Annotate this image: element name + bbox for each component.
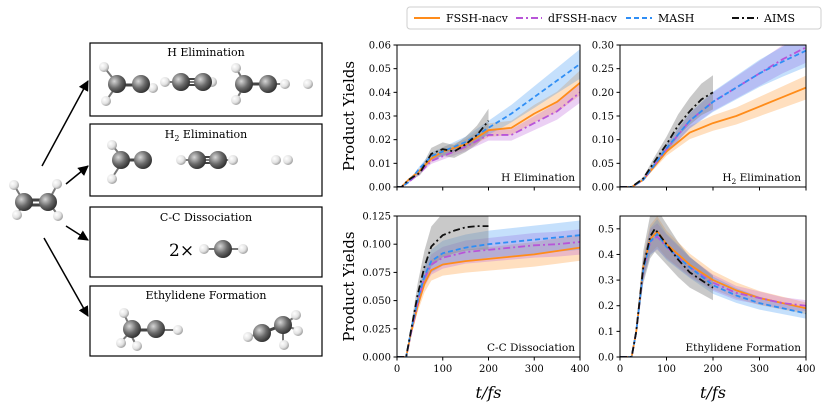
- band-mash: [620, 45, 806, 187]
- x-tick-label: 400: [570, 364, 589, 375]
- uncertainty-bands: [620, 216, 806, 357]
- reaction-schematic: H Elimination: [9, 42, 323, 357]
- panel-title: H2 Elimination: [722, 172, 801, 186]
- y-tick-label: 0.01: [369, 159, 391, 170]
- panel-title: H Elimination: [501, 172, 575, 184]
- series-mash: [397, 63, 580, 187]
- y-tick-label: 0.30: [592, 41, 614, 52]
- band-fssh-nacv: [620, 216, 806, 357]
- band-aims: [620, 75, 713, 187]
- x-axis-label: t/fs: [476, 383, 502, 402]
- band-mash: [397, 220, 580, 357]
- y-tick-label: 0.02: [369, 135, 391, 146]
- multiplier-label: 2×: [169, 241, 194, 261]
- channel-box-h-elimination: H Elimination: [89, 42, 323, 117]
- series-aims: [397, 120, 490, 187]
- y-tick-label: 0.05: [592, 159, 614, 170]
- channel-title-h2-elimination: H2 Elimination: [165, 128, 248, 143]
- y-tick-label: 0.00: [369, 183, 391, 194]
- series-aims: [397, 225, 489, 357]
- band-aims: [397, 216, 489, 357]
- legend-entry-dfssh-nacv: dFSSH-nacv: [516, 12, 618, 25]
- panel-ethylidene-formation: 0.0 0.1 0.2 0.3 0.4 0.5 0 100 200 300 400 Ethyliden…: [598, 215, 816, 402]
- legend-label: dFSSH-nacv: [548, 12, 618, 25]
- channel-title-cc-dissociation: C-C Dissociation: [160, 211, 252, 224]
- x-tick-label: 200: [479, 364, 498, 375]
- arrow-ethylidene-formation: [43, 237, 89, 317]
- y-tick-label: 0.10: [592, 135, 614, 146]
- band-aims: [397, 108, 489, 187]
- y-tick-label: 0.15: [592, 112, 614, 123]
- channel-box-h2-elimination: H2 Elimination: [89, 123, 323, 197]
- ethylene-molecule: [9, 179, 63, 221]
- x-tick-label: 100: [657, 364, 676, 375]
- y-tick-label: 0.04: [369, 88, 391, 99]
- band-dfssh-nacv: [397, 229, 580, 357]
- y-tick-label: 0.0: [598, 353, 614, 364]
- legend-label: FSSH-nacv: [446, 12, 509, 25]
- panel-h-elimination: 0.00 0.01 0.02 0.03 0.04 0.05 0.06 H Eliminatio…: [340, 41, 581, 194]
- x-tick-label: 200: [703, 364, 722, 375]
- legend-entry-mash: MASH: [626, 12, 694, 25]
- uncertainty-bands: [620, 45, 806, 187]
- y-tick-label: 0.075: [362, 268, 391, 279]
- y-tick-label: 0.20: [592, 88, 614, 99]
- y-axis-label: Product Yields: [340, 61, 358, 171]
- y-tick-label: 0.000: [362, 353, 391, 364]
- y-tick-label: 0.2: [598, 301, 614, 312]
- channel-title-ethylidene-formation: Ethylidene Formation: [146, 289, 267, 302]
- x-tick-label: 400: [796, 364, 815, 375]
- y-tick-label: 0.4: [598, 250, 614, 261]
- plots-area: 0.000.010.020.030.040.050.06H Eliminatio…: [340, 41, 816, 403]
- series-fssh-nacv: [397, 82, 580, 187]
- legend-label: MASH: [658, 12, 694, 25]
- series-lines: [397, 63, 580, 187]
- band-aims: [620, 216, 713, 357]
- band-mash: [620, 219, 806, 357]
- band-dfssh-nacv: [620, 223, 806, 357]
- panel-title: Ethylidene Formation: [686, 342, 802, 354]
- series-aims: [620, 91, 714, 187]
- x-tick-label: 0: [617, 364, 623, 375]
- band-fssh-nacv: [397, 70, 580, 187]
- y-tick-label: 0.00: [592, 183, 614, 194]
- legend-entry-fssh-nacv: FSSH-nacv: [414, 12, 509, 25]
- channel-title-h-elimination: H Elimination: [167, 46, 244, 59]
- panel-c-c-dissociation: 0.000 0.025 0.050 0.075 0.100 0.125 0 100 200 300…: [340, 212, 590, 403]
- y-tick-label: 0.06: [369, 41, 391, 52]
- legend: FSSH-nacv dFSSH-nacv MASH AIMS: [406, 6, 822, 30]
- channel-box-ethylidene-formation: Ethylidene Formation: [89, 285, 323, 357]
- panel-title: C-C Dissociation: [487, 342, 575, 354]
- x-axis-label: t/fs: [700, 383, 726, 402]
- panel-h2-elimination: 0.00 0.05 0.10 0.15 0.20 0.25 0.30 H2 Eliminati…: [592, 41, 807, 194]
- x-tick-label: 300: [750, 364, 769, 375]
- y-tick-label: 0.05: [369, 64, 391, 75]
- arrow-h2-elimination: [65, 165, 89, 185]
- legend-frame: [406, 6, 822, 30]
- band-fssh-nacv: [620, 75, 806, 187]
- y-tick-label: 0.050: [362, 296, 391, 307]
- arrow-cc-dissociation: [65, 225, 89, 241]
- y-tick-label: 0.1: [598, 327, 614, 338]
- y-tick-label: 0.03: [369, 112, 391, 123]
- series-mash: [620, 233, 806, 357]
- y-tick-label: 0.5: [598, 224, 614, 235]
- y-tick-label: 0.125: [362, 212, 391, 223]
- y-tick-label: 0.025: [362, 324, 391, 335]
- channel-box-cc-dissociation: C-C Dissociation 2×: [89, 206, 323, 278]
- x-tick-label: 100: [433, 364, 452, 375]
- legend-entry-aims: AIMS: [732, 12, 795, 25]
- y-tick-label: 0.3: [598, 276, 614, 287]
- y-axis-label: Product Yields: [340, 231, 358, 341]
- x-tick-label: 300: [525, 364, 544, 375]
- legend-label: AIMS: [763, 12, 795, 25]
- x-tick-label: 0: [394, 364, 400, 375]
- series-lines: [397, 225, 580, 357]
- arrow-h-elimination: [41, 80, 89, 167]
- y-tick-label: 0.100: [362, 240, 391, 251]
- series-lines: [620, 46, 806, 187]
- y-tick-label: 0.25: [592, 64, 614, 75]
- series-lines: [620, 227, 806, 357]
